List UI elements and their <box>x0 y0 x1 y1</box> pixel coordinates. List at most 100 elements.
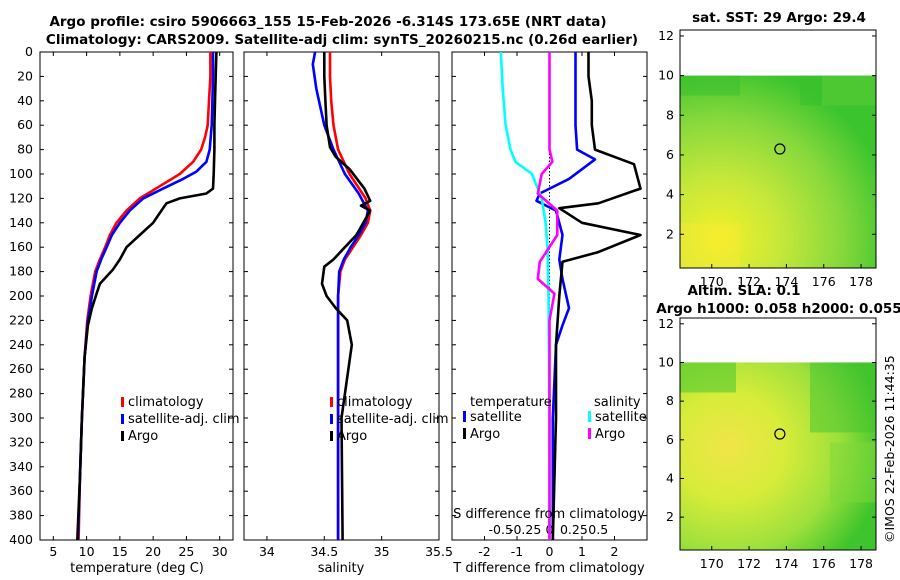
depth-tick-label: 80 <box>17 142 33 157</box>
depth-tick-label: 340 <box>9 459 33 474</box>
depth-tick-label: 360 <box>9 483 33 498</box>
map-x-tick-label: 172 <box>737 556 761 571</box>
legend-argo: Argo <box>128 429 158 444</box>
x-tick-label: 15 <box>112 544 128 559</box>
difference-legend: temperature salinity satellite Argo sate… <box>463 395 647 442</box>
map-x-tick-label: 176 <box>812 274 836 289</box>
x-tick-label: 0 <box>546 544 554 559</box>
sla-map-ticks: 170 172 174 176 178 2 4 6 8 10 12 <box>658 316 876 571</box>
series-line-temperature-argo <box>551 52 642 541</box>
depth-tick-label: 320 <box>9 434 33 449</box>
depth-tick-label: 100 <box>9 166 33 181</box>
map-y-tick-label: 10 <box>658 354 674 369</box>
map-y-tick-label: 2 <box>666 226 674 241</box>
map-y-tick-label: 12 <box>658 28 674 43</box>
x-tick-label: -1 <box>511 544 523 559</box>
map-y-tick-label: 6 <box>666 432 674 447</box>
depth-tick-label: 380 <box>9 508 33 523</box>
legend-climatology: climatology <box>128 395 204 410</box>
map-x-tick-label: 172 <box>737 274 761 289</box>
temperature-xlabel: temperature (deg C) <box>70 561 204 576</box>
s-diff-tick-label: -0.5 <box>489 522 513 537</box>
x-tick-label: 34 <box>259 544 275 559</box>
series-line-satellite-adj-clim <box>311 51 370 540</box>
map-x-tick-label: 174 <box>774 274 798 289</box>
x-tick-label: -2 <box>478 544 490 559</box>
legend-temperature-satellite: satellite <box>470 410 522 425</box>
map-y-tick-label: 2 <box>666 509 674 524</box>
x-tick-label: 25 <box>178 544 194 559</box>
s-difference-xlabel: S difference from climatology <box>453 507 645 522</box>
legend-header-salinity: salinity <box>594 395 641 410</box>
salinity-panel: 34 34.5 35 35.5 salinity climatology satell… <box>243 51 453 576</box>
x-tick-label: 20 <box>145 544 161 559</box>
sst-map-title: sat. SST: 29 Argo: 29.4 <box>692 10 866 26</box>
depth-tick-label: 220 <box>9 312 33 327</box>
figure-title-line2: Climatology: CARS2009. Satellite-adj cli… <box>46 32 638 48</box>
map-x-tick-label: 176 <box>812 556 836 571</box>
x-tick-label: 1 <box>578 544 586 559</box>
temperature-panel: 0 20 40 60 80 100 120 140 160 180 200 220 240 260 280 3… <box>9 44 239 576</box>
x-tick-label: 34.5 <box>310 544 338 559</box>
x-tick-label: 5 <box>49 544 57 559</box>
depth-tick-label: 280 <box>9 386 33 401</box>
difference-panel: -2 -1 0 1 2-0.5-0.25 0 0.25 0.5 T difference fr… <box>451 51 648 576</box>
x-tick-label: 35 <box>374 544 390 559</box>
t-difference-xlabel: T difference from climatology <box>452 561 645 576</box>
salinity-legend: climatology satellite-adj. clim Argo <box>330 395 449 444</box>
depth-tick-label: 20 <box>17 68 33 83</box>
map-x-tick-label: 178 <box>849 274 873 289</box>
depth-tick-label: 160 <box>9 239 33 254</box>
depth-tick-label: 180 <box>9 264 33 279</box>
salinity-xlabel: salinity <box>318 561 365 576</box>
sla-map-title-line2: Argo h1000: 0.058 h2000: 0.055 <box>656 301 900 317</box>
argo-position-marker <box>774 143 786 155</box>
depth-tick-label: 40 <box>17 93 33 108</box>
s-diff-tick-label: 0.25 <box>560 522 588 537</box>
sla-map-patch <box>680 362 736 393</box>
sla-map-texture <box>680 362 876 503</box>
sst-map-field <box>680 75 876 268</box>
legend-header-temperature: temperature <box>470 395 552 410</box>
legend-satellite-adj-clim: satellite-adj. clim <box>337 412 449 427</box>
sla-map-patch <box>810 362 876 433</box>
sla-map-panel: Altim. SLA: 0.1 Argo h1000: 0.058 h2000:… <box>656 283 900 571</box>
legend-climatology: climatology <box>337 395 413 410</box>
x-tick-label: 2 <box>611 544 619 559</box>
map-y-tick-label: 4 <box>666 187 674 202</box>
s-diff-tick-label: -0.25 <box>509 522 541 537</box>
map-y-tick-label: 12 <box>658 316 674 331</box>
depth-tick-label: 140 <box>9 215 33 230</box>
copyright-footer: ©IMOS 22-Feb-2026 11:44:35 <box>882 355 897 543</box>
map-x-tick-label: 178 <box>849 556 873 571</box>
depth-tick-label: 400 <box>9 532 33 547</box>
sst-map-panel: sat. SST: 29 Argo: 29.4 170 172 174 176 178 2… <box>658 10 877 289</box>
map-y-tick-label: 8 <box>666 393 674 408</box>
depth-tick-label: 60 <box>17 117 33 132</box>
sla-map-patch <box>830 442 876 503</box>
map-x-tick-label: 170 <box>700 556 724 571</box>
sla-map-title-line1: Altim. SLA: 0.1 <box>687 283 800 299</box>
depth-tick-label: 260 <box>9 361 33 376</box>
map-y-tick-label: 4 <box>666 470 674 485</box>
legend-argo: Argo <box>337 429 367 444</box>
depth-tick-label: 200 <box>9 288 33 303</box>
map-x-tick-label: 174 <box>774 556 798 571</box>
series-line-argo <box>76 51 218 541</box>
argo-position-marker <box>774 428 786 440</box>
legend-salinity-satellite: satellite <box>595 410 647 425</box>
series-line-temperature-satellite <box>535 52 597 540</box>
map-y-tick-label: 8 <box>666 107 674 122</box>
sla-map-frame <box>679 317 877 551</box>
depth-tick-label: 120 <box>9 190 33 205</box>
series-line-argo <box>320 52 372 541</box>
s-diff-tick-label: 0.5 <box>588 522 608 537</box>
x-tick-label: 35.5 <box>425 544 453 559</box>
depth-tick-label: 240 <box>9 337 33 352</box>
legend-temperature-argo: Argo <box>470 427 500 442</box>
map-x-tick-label: 170 <box>700 274 724 289</box>
legend-salinity-argo: Argo <box>595 427 625 442</box>
map-y-tick-label: 6 <box>666 147 674 162</box>
x-tick-label: 10 <box>79 544 95 559</box>
series-line-salinity-argo <box>536 52 559 540</box>
